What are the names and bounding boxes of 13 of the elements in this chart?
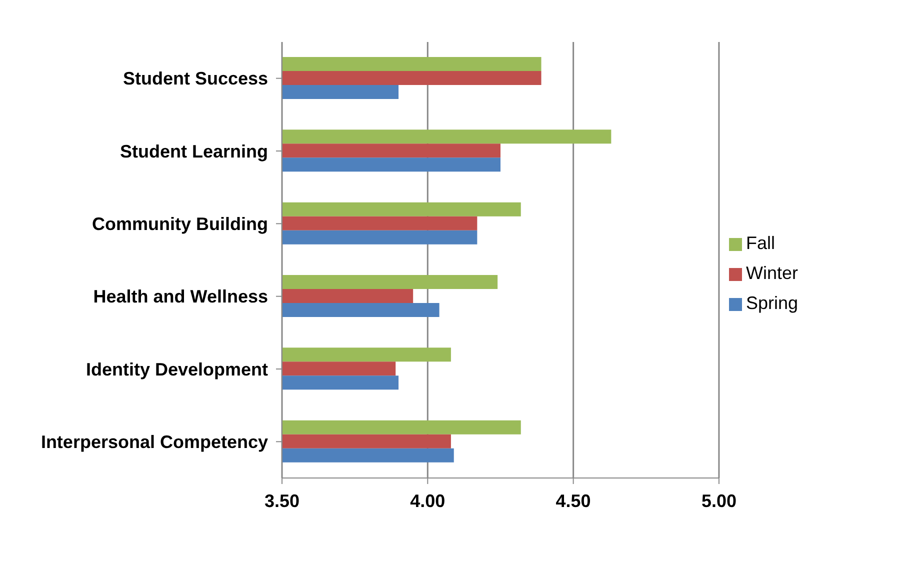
x-tick-label: 5.00 (701, 490, 736, 511)
y-tick-label: Student Success (122, 68, 268, 89)
y-tick-label: Student Learning (120, 141, 268, 162)
x-tick-label: 4.50 (556, 490, 591, 511)
legend-label: Fall (746, 233, 775, 253)
x-tick-label: 4.00 (410, 490, 446, 511)
legend-label: Spring (746, 293, 798, 313)
legend-label: Winter (746, 263, 798, 283)
y-tick-label: Health and Wellness (93, 286, 268, 307)
y-tick-label: Identity Development (86, 359, 268, 380)
y-tick-label: Interpersonal Competency (40, 432, 268, 452)
x-tick-label: 3.50 (264, 490, 300, 511)
y-tick-label: Community Building (92, 214, 268, 234)
